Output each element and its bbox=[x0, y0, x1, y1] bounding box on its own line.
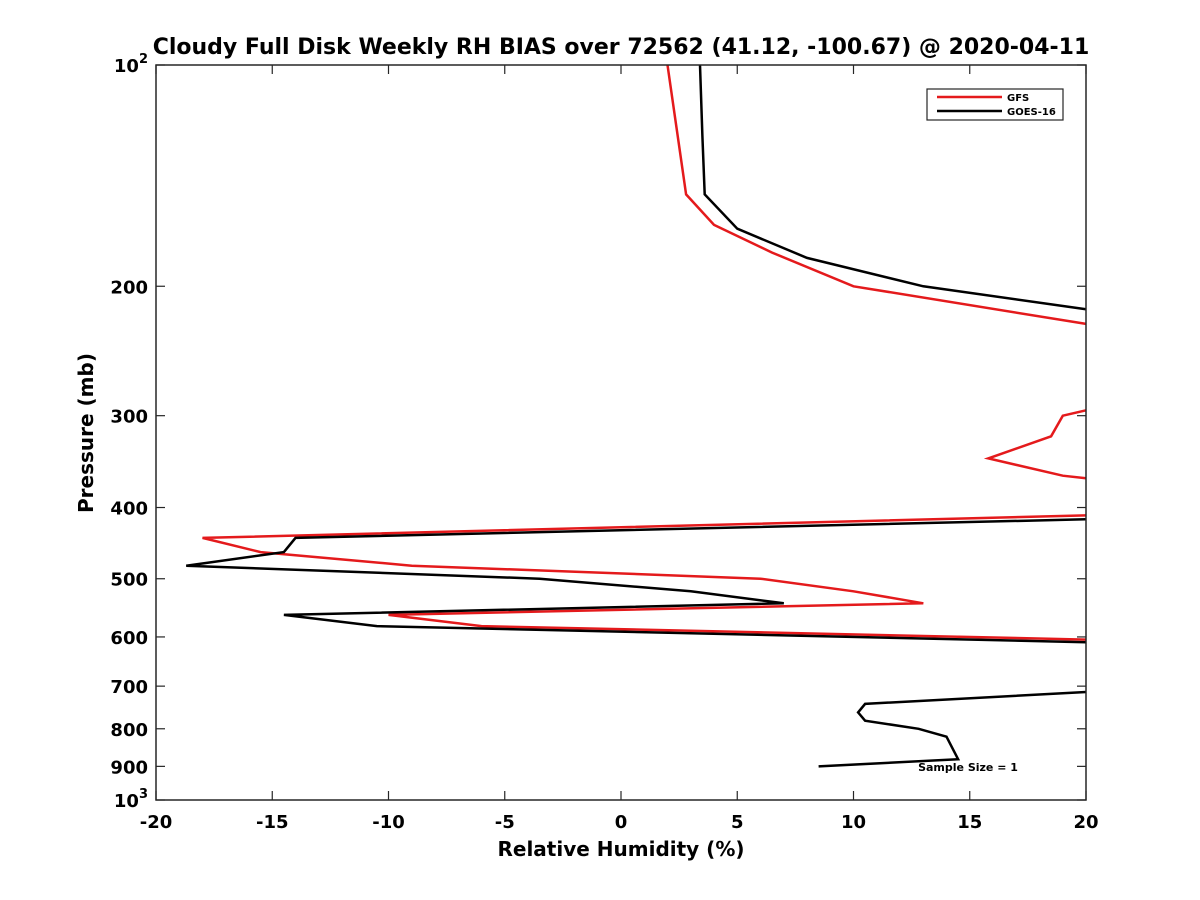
y-tick-label-base: 900 bbox=[110, 757, 148, 778]
y-tick-label-base: 200 bbox=[110, 277, 148, 298]
x-tick-label: 15 bbox=[957, 812, 982, 833]
y-tick-label-base: 600 bbox=[110, 628, 148, 649]
series-line-gfs bbox=[202, 64, 1087, 641]
x-tick-label: 5 bbox=[731, 812, 744, 833]
y-tick-label-exponent: 2 bbox=[139, 52, 148, 67]
y-tick-label: 900 bbox=[110, 757, 148, 778]
sample-size-annotation: Sample Size = 1 bbox=[918, 761, 1018, 774]
x-axis-ticks: -20 -15 -10 -5 0 5 10 15 20 bbox=[140, 65, 1099, 833]
legend: GFS GOES-16 bbox=[926, 88, 1064, 121]
y-tick-label-base: 10 bbox=[114, 791, 139, 812]
x-tick-label: 20 bbox=[1073, 812, 1098, 833]
y-tick-label: 700 bbox=[110, 677, 148, 698]
chart-title: Cloudy Full Disk Weekly RH BIAS over 725… bbox=[153, 35, 1090, 60]
y-tick-label-base: 400 bbox=[110, 499, 148, 520]
legend-box bbox=[926, 88, 1064, 121]
series-layer bbox=[186, 64, 1087, 768]
x-tick-label: -15 bbox=[256, 812, 289, 833]
y-tick-label: 102 bbox=[114, 52, 148, 77]
y-tick-label-base: 300 bbox=[110, 407, 148, 428]
y-tick-label: 400 bbox=[110, 499, 148, 520]
y-tick-label: 300 bbox=[110, 407, 148, 428]
y-tick-label-base: 700 bbox=[110, 677, 148, 698]
x-tick-label: 0 bbox=[615, 812, 628, 833]
y-tick-label-base: 10 bbox=[114, 56, 139, 77]
y-tick-label: 800 bbox=[110, 720, 148, 741]
x-tick-label: -20 bbox=[140, 812, 173, 833]
y-tick-label: 600 bbox=[110, 628, 148, 649]
y-axis-label: Pressure (mb) bbox=[74, 353, 98, 513]
y-tick-label: 200 bbox=[110, 277, 148, 298]
y-tick-label: 103 bbox=[114, 787, 148, 812]
y-tick-label-exponent: 3 bbox=[139, 787, 148, 802]
x-tick-label: -10 bbox=[372, 812, 405, 833]
y-tick-label-base: 500 bbox=[110, 570, 148, 591]
y-tick-label-base: 800 bbox=[110, 720, 148, 741]
series-line-goes-16 bbox=[186, 64, 1087, 768]
x-axis-label: Relative Humidity (%) bbox=[497, 837, 744, 861]
legend-label-gfs: GFS bbox=[1007, 93, 1029, 104]
legend-label-goes-16: GOES-16 bbox=[1007, 107, 1056, 118]
x-tick-label: -5 bbox=[495, 812, 515, 833]
y-tick-label: 500 bbox=[110, 570, 148, 591]
x-tick-label: 10 bbox=[841, 812, 866, 833]
